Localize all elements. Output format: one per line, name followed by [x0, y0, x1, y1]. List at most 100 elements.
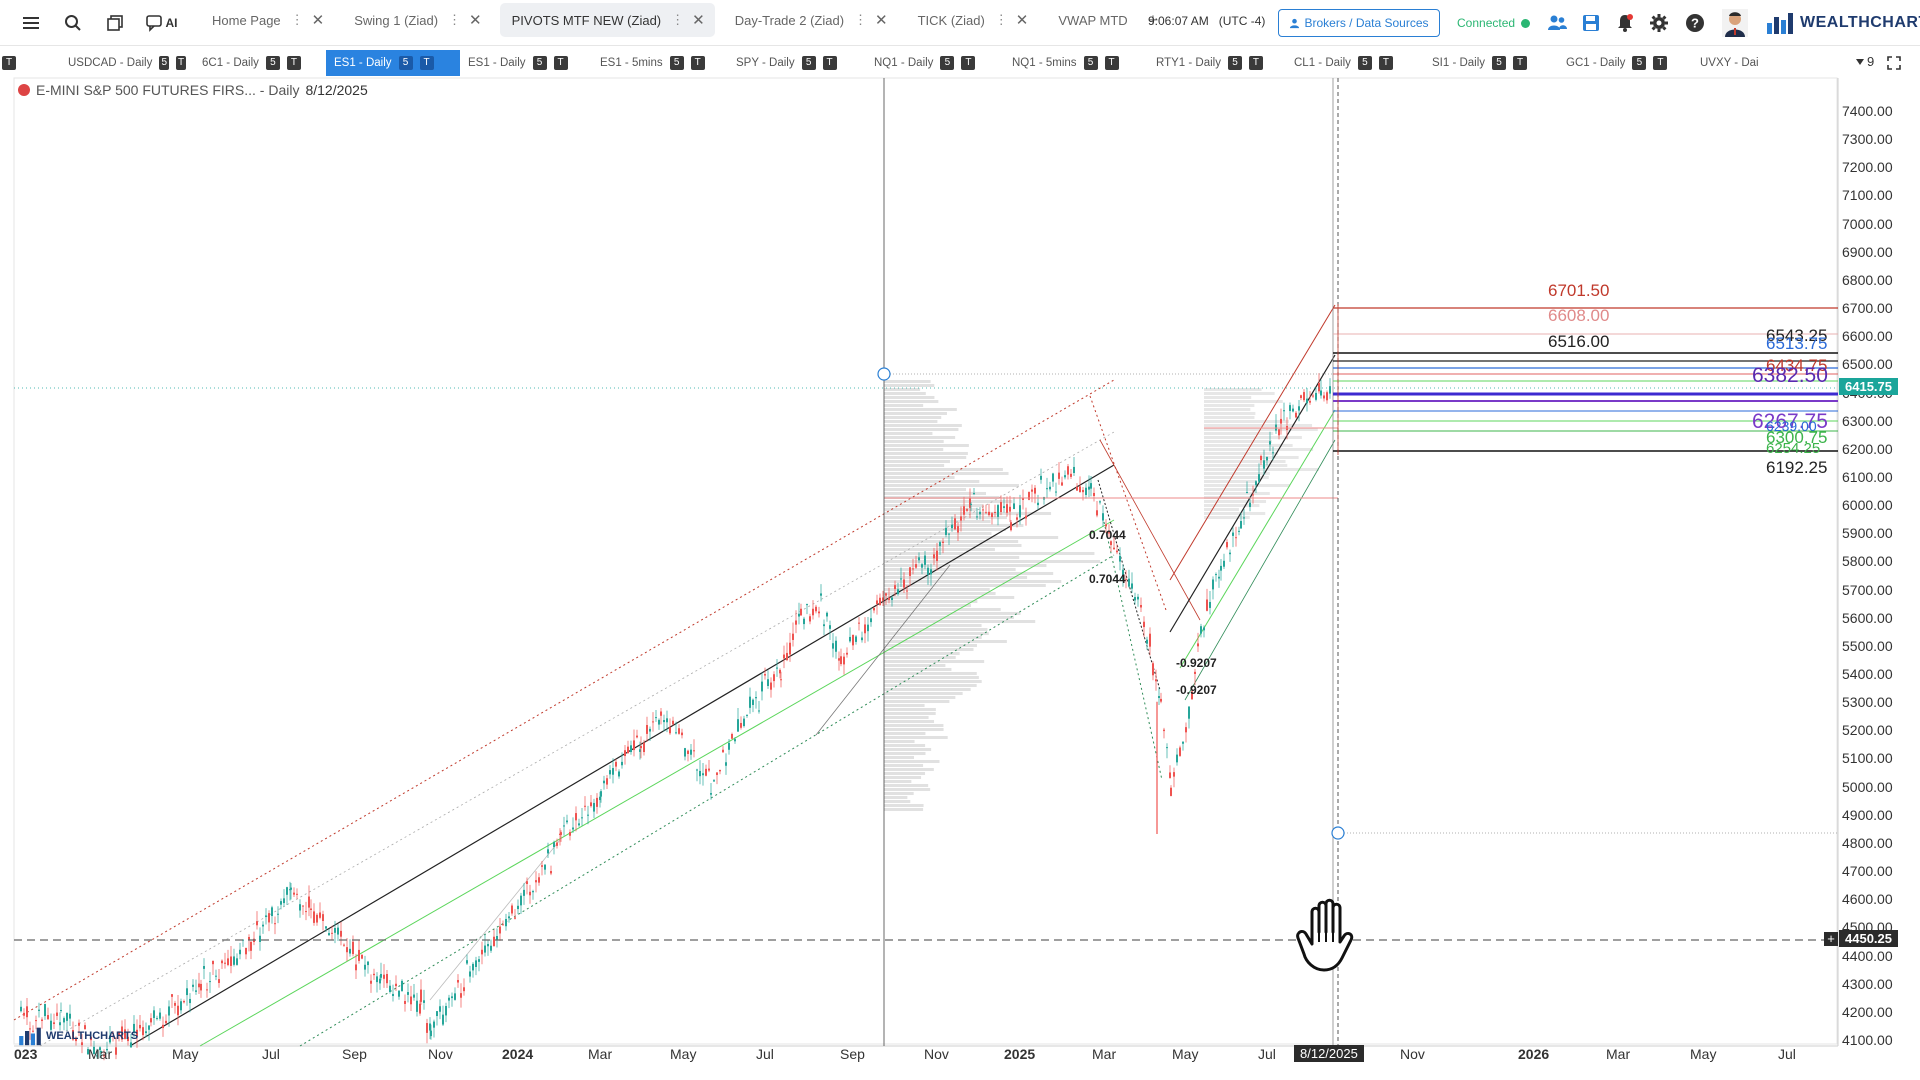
- symbol-badge[interactable]: 5: [1083, 56, 1098, 70]
- symbol-tab[interactable]: NQ1 - 5mins 5 T: [1004, 50, 1148, 76]
- candle-body: [897, 589, 899, 595]
- symbol-badge[interactable]: T: [961, 56, 976, 70]
- volume-profile-bar: [884, 512, 1052, 515]
- workspace-tab[interactable]: Home Page ⋮ ✕: [200, 3, 334, 37]
- symbol-badge[interactable]: T: [1104, 56, 1119, 70]
- notifications-icon[interactable]: [1614, 12, 1636, 34]
- symbol-tab[interactable]: USDCAD - Daily 5 T: [60, 50, 194, 76]
- symbol-badge[interactable]: T: [1513, 56, 1528, 70]
- tab-menu-icon[interactable]: ⋮: [671, 12, 685, 27]
- symbol-tab[interactable]: SI1 - Daily 5 T: [1424, 50, 1558, 76]
- workspace-tab[interactable]: PIVOTS MTF NEW (Ziad) ⋮ ✕: [499, 3, 715, 37]
- symbol-badge[interactable]: T: [419, 56, 434, 70]
- candle-body: [710, 793, 712, 795]
- candle-body: [572, 827, 574, 830]
- candle-body: [618, 771, 620, 777]
- symbol-badge[interactable]: 5: [1492, 56, 1507, 70]
- volume-profile-bar: [1204, 504, 1260, 507]
- tab-close-icon[interactable]: ✕: [875, 12, 888, 29]
- symbol-badge[interactable]: T: [286, 56, 301, 70]
- time-axis-label: 2026: [1518, 1046, 1550, 1062]
- help-icon[interactable]: ?: [1684, 12, 1706, 34]
- candle-body: [633, 740, 635, 751]
- symbol-bar-left-handle[interactable]: T: [0, 50, 16, 76]
- workspace-tab[interactable]: TICK (Ziad) ⋮ ✕: [906, 3, 1039, 37]
- symbol-badge[interactable]: T: [1653, 56, 1668, 70]
- candle-body: [575, 813, 577, 821]
- price-axis-label: 5900.00: [1842, 525, 1893, 542]
- ai-assistant-icon[interactable]: AI: [136, 0, 186, 46]
- symbol-tab[interactable]: RTY1 - Daily 5 T: [1148, 50, 1286, 76]
- connection-dot-icon: [1521, 18, 1531, 28]
- symbol-tab[interactable]: SPY - Daily 5 T: [728, 50, 866, 76]
- symbol-tab[interactable]: ES1 - 5mins 5 T: [592, 50, 728, 76]
- symbol-badge[interactable]: 5: [265, 56, 280, 70]
- symbol-tab[interactable]: GC1 - Daily 5 T: [1558, 50, 1692, 76]
- workspace-tab[interactable]: VWAP MTD: [1046, 3, 1137, 37]
- tab-close-icon[interactable]: ✕: [311, 12, 325, 29]
- symbol-badge[interactable]: 5: [159, 56, 170, 70]
- anchor-handle: [877, 367, 891, 381]
- tab-close-icon[interactable]: ✕: [469, 12, 482, 29]
- tab-close-icon[interactable]: ✕: [1015, 12, 1029, 29]
- symbol-badge[interactable]: 5: [1227, 56, 1242, 70]
- workspace-tab[interactable]: Swing 1 (Ziad) ⋮ ✕: [342, 3, 491, 37]
- candle-body: [1292, 408, 1294, 412]
- candle-body: [749, 696, 751, 708]
- symbol-badge[interactable]: 5: [532, 56, 547, 70]
- symbol-badge[interactable]: 5: [940, 56, 955, 70]
- expand-icon[interactable]: [1886, 55, 1902, 71]
- symbol-badge[interactable]: T: [1378, 56, 1393, 70]
- hamburger-menu-icon[interactable]: [10, 0, 52, 46]
- workspace-tab[interactable]: Day-Trade 2 (Ziad) ⋮ ✕: [723, 3, 898, 37]
- symbol-badge[interactable]: T: [553, 56, 568, 70]
- symbol-tab[interactable]: ES1 - Daily 5 T: [460, 50, 592, 76]
- candle-body: [433, 1021, 435, 1028]
- candle-body: [924, 555, 926, 565]
- symbol-badge[interactable]: 5: [398, 56, 413, 70]
- volume-profile-bar: [884, 732, 926, 735]
- candle-body: [200, 983, 202, 991]
- symbol-tab[interactable]: CL1 - Daily 5 T: [1286, 50, 1424, 76]
- symbol-badge[interactable]: 5: [801, 56, 816, 70]
- avatar[interactable]: [1722, 9, 1748, 37]
- tab-menu-icon[interactable]: ⋮: [994, 12, 1008, 27]
- volume-profile-bar: [884, 596, 1015, 599]
- symbol-badge[interactable]: 5: [669, 56, 684, 70]
- symbol-badge[interactable]: T: [1248, 56, 1263, 70]
- candle-body: [852, 634, 854, 646]
- volume-profile-bar: [884, 672, 977, 675]
- volume-profile-bar: [1204, 424, 1313, 427]
- symbol-badge[interactable]: T: [822, 56, 837, 70]
- symbol-tab[interactable]: ES1 - Daily 5 T: [326, 50, 460, 76]
- add-tab-button[interactable]: +: [1147, 9, 1159, 30]
- candle-body: [532, 891, 534, 893]
- candle-body: [1182, 741, 1184, 744]
- tab-close-icon[interactable]: ✕: [692, 12, 705, 29]
- search-icon[interactable]: [52, 0, 94, 46]
- candle-body: [186, 988, 188, 996]
- crosshair-add-icon[interactable]: +: [1824, 932, 1838, 946]
- candle-body: [1194, 671, 1196, 674]
- fib-ratio-label: -0.9207: [1176, 683, 1217, 697]
- brokers-button[interactable]: Brokers / Data Sources: [1278, 9, 1440, 37]
- symbol-badge[interactable]: T: [690, 56, 705, 70]
- tab-menu-icon[interactable]: ⋮: [290, 12, 304, 27]
- symbol-overflow-button[interactable]: 9: [1855, 54, 1874, 69]
- settings-gear-icon[interactable]: [1648, 12, 1670, 34]
- symbol-tab[interactable]: UVXY - Dai: [1692, 50, 1772, 76]
- symbol-tab[interactable]: NQ1 - Daily 5 T: [866, 50, 1004, 76]
- symbol-tab[interactable]: 6C1 - Daily 5 T: [194, 50, 326, 76]
- tab-menu-icon[interactable]: ⋮: [854, 12, 868, 27]
- community-icon[interactable]: [1546, 12, 1568, 34]
- layouts-icon[interactable]: [94, 0, 136, 46]
- symbol-badge[interactable]: 5: [1632, 56, 1647, 70]
- candle-body: [544, 864, 546, 870]
- tab-menu-icon[interactable]: ⋮: [448, 12, 462, 27]
- volume-profile-bar: [884, 444, 969, 447]
- wealthcharts-logo[interactable]: WEALTHCHARTS: [1766, 11, 1920, 35]
- symbol-badge[interactable]: T: [176, 56, 186, 70]
- save-icon[interactable]: [1580, 12, 1602, 34]
- symbol-badge[interactable]: 5: [1357, 56, 1372, 70]
